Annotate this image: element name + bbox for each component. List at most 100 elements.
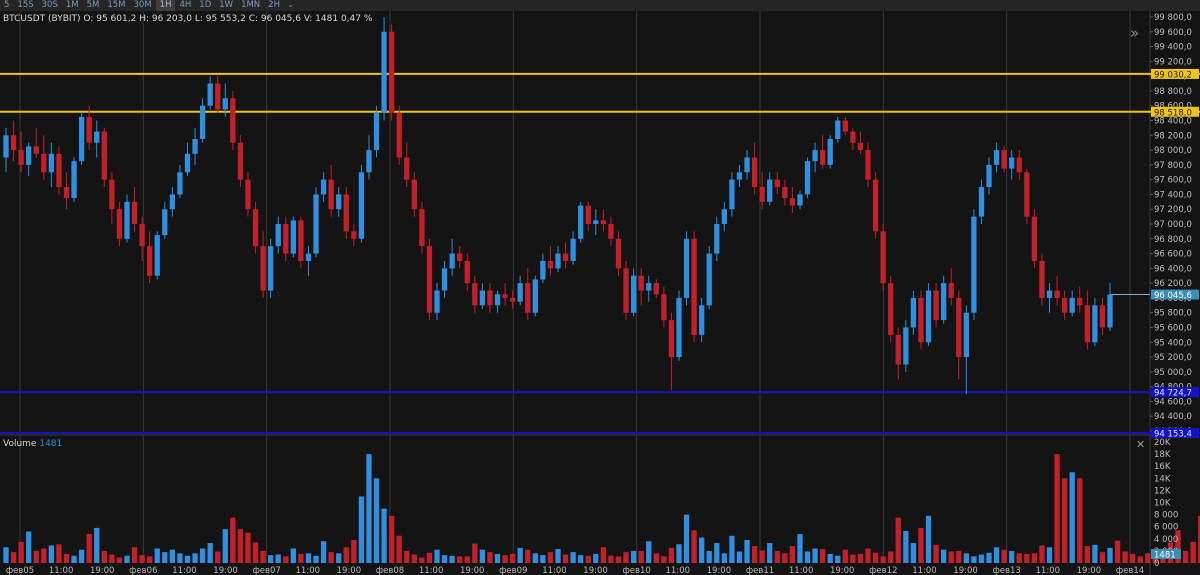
price-tick-label: 99 800,0 [1154,13,1192,23]
volume-bar [192,553,198,563]
volume-bar [388,515,395,563]
volume-bar [63,553,70,563]
timeframe-1h[interactable]: 1H [155,0,176,11]
volume-bar [608,555,614,563]
price-tick-label: 97 600,0 [1154,176,1192,186]
timeframe-30m[interactable]: 30M [133,0,152,10]
volume-bar [124,555,130,563]
candle-body [154,235,160,276]
time-tick-label: фев09 [499,566,527,575]
timeframe-15s[interactable]: 15S [17,0,34,10]
timeframe-30s[interactable]: 30S [41,0,58,10]
timeframe-15m[interactable]: 15M [107,0,126,10]
volume-bar [268,555,274,563]
close-icon[interactable]: ✕ [1136,438,1146,451]
volume-bar [464,556,470,563]
volume-bar [366,454,372,563]
candle-body [638,275,644,291]
volume-bar [313,555,319,563]
candle-body [789,198,796,206]
candle-body [298,220,304,261]
timeframe-1d[interactable]: 1D [199,0,212,10]
time-tick-label: фев06 [129,566,157,575]
candle-body [547,260,554,269]
volume-bar [479,549,486,563]
candle-body [116,209,123,239]
volume-bar [1001,549,1007,563]
volume-bar [1024,553,1030,563]
volume-bar [222,529,228,563]
volume-bar [290,548,296,563]
volume-tick-label: 18K [1154,450,1171,460]
volume-bar [653,553,659,563]
candle-body [320,179,327,195]
timeframe-1w[interactable]: 1W [219,0,234,10]
candle-body [147,246,153,276]
volume-bar [48,545,55,563]
timeframe-2h[interactable]: 2H [268,0,280,10]
volume-bar [139,555,145,563]
chevron-down-icon[interactable]: ⌄ [286,0,295,10]
candle-body [865,150,871,180]
time-tick-label: 11:00 [666,566,691,575]
volume-bar [154,548,160,563]
candle-body [661,294,667,321]
level-label-box [1151,428,1199,438]
candle-body [215,83,221,110]
timeframe-4h[interactable]: 4H [179,0,192,10]
price-tick-label: 98 400,0 [1154,117,1192,127]
candle-body [18,150,24,165]
candle-body [706,253,712,306]
candle-body [525,283,531,313]
volume-tick-label: 14K [1154,474,1171,484]
volume-bar [1054,454,1060,563]
candle-body [305,253,312,261]
time-tick-label: 11:00 [542,566,567,575]
price-tick-label: 97 800,0 [1154,161,1192,171]
volume-bar [956,550,962,563]
volume-bar [1145,553,1151,563]
candle-body [804,161,811,195]
candle-body [827,138,833,165]
candle-body [33,146,39,154]
time-tick-label: 11:00 [419,566,444,575]
candle-body [1016,157,1022,173]
volume-bar [797,533,803,563]
candle-body [820,150,826,165]
timeframe-1mn[interactable]: 1MN [241,0,261,10]
volume-bar [872,552,879,563]
volume-tick-label: 6 000 [1154,523,1178,533]
volume-bar [683,514,690,563]
chart-area[interactable]: 94 200,094 400,094 600,094 800,095 000,0… [0,11,1200,575]
time-tick-label: фев13 [993,566,1021,575]
timeframe-5m[interactable]: 5M [86,0,100,10]
candle-body [184,153,191,173]
volume-bar [933,544,939,563]
candle-body [26,146,32,165]
price-tick-label: 98 800,0 [1154,87,1192,97]
volume-bar [1107,547,1113,563]
volume-tick-label: 20K [1154,438,1171,448]
time-tick-label: фев10 [623,566,651,575]
volume-bar [888,551,894,563]
volume-last-box [1151,549,1181,560]
volume-tick-label: 10K [1154,499,1171,509]
volume-bar [351,540,357,563]
volume-bar [1084,546,1090,563]
candle-body [3,135,9,158]
time-tick-label: 11:00 [172,566,197,575]
double-chevron-right-icon[interactable]: » [1130,24,1140,42]
price-tick-label: 99 400,0 [1154,43,1192,53]
candle-body [419,209,425,247]
price-tick-label: 96 200,0 [1154,279,1192,289]
candle-body [872,179,879,232]
volume-bar [578,555,584,563]
price-tick-label: 95 600,0 [1154,324,1192,334]
volume-bar [33,550,39,563]
candle-body [479,290,486,306]
timeframe-5[interactable]: 5 [4,0,10,10]
candle-body [502,294,508,298]
candle-body [351,231,357,239]
timeframe-1m[interactable]: 1M [65,0,79,10]
volume-bar [789,546,796,563]
